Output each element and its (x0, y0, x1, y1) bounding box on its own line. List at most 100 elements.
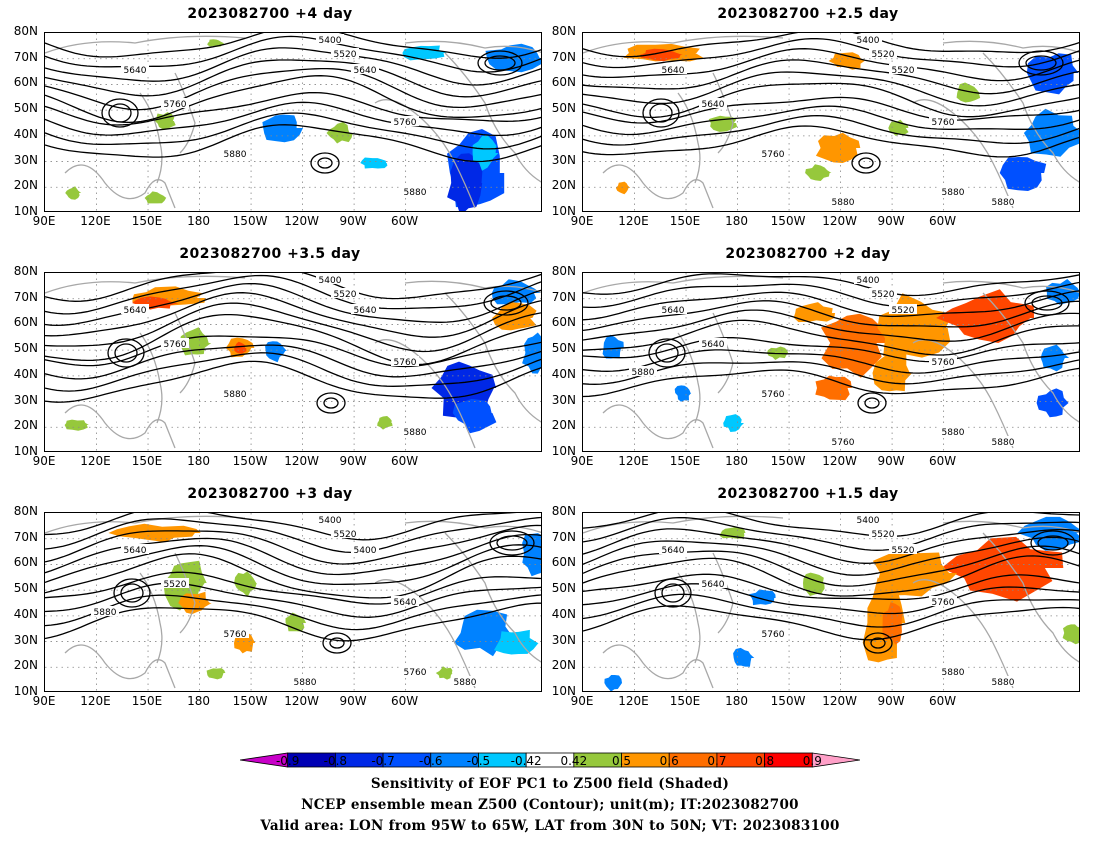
contour-label-bg (391, 596, 419, 606)
lon-tick-label: 120E (618, 694, 649, 708)
closed-contour (316, 392, 346, 414)
sensitivity-shading (1017, 516, 1079, 551)
contour-label: 5520 (872, 530, 895, 540)
lat-tick-label: 70N (551, 529, 576, 544)
contour-label-bg (989, 196, 1017, 206)
lat-tick-label: 60N (13, 315, 38, 330)
contour-label-bg (929, 116, 957, 126)
contour-label: 5640 (702, 580, 725, 590)
z500-contour (583, 125, 1079, 158)
sensitivity-shading (723, 414, 744, 432)
closed-contour (870, 637, 886, 649)
map-svg: 5400 5520 5640 5640 5760 5760 5880 5880 (45, 33, 541, 211)
coastline (602, 164, 714, 209)
contour-label-bg (889, 64, 917, 74)
lat-tick-label: 80N (13, 264, 38, 278)
lat-tick-label: 10N (551, 204, 576, 218)
z500-contour (583, 555, 1079, 597)
contour-label: 5400 (319, 516, 342, 526)
lon-tick-label: 60W (929, 694, 957, 708)
z500-contour (45, 91, 541, 126)
coastline (64, 164, 176, 209)
z500-contour (45, 33, 541, 59)
colorbar-label: 0.42 (560, 754, 588, 768)
lon-tick-label: 150W (232, 454, 268, 468)
lon-tick-label: 120E (80, 214, 111, 228)
closed-contour (113, 578, 151, 608)
lat-tick-label: 40N (13, 606, 38, 621)
coastline (45, 35, 246, 54)
closed-contour (496, 535, 528, 551)
lat-tick-label: 70N (13, 49, 38, 64)
sensitivity-shading (65, 186, 82, 200)
contour-label: 5880 (992, 198, 1015, 208)
lon-tick-label: 120W (822, 454, 857, 468)
contour-label-bg (759, 628, 787, 638)
lon-tick-label: 120W (822, 694, 857, 708)
closed-contour (864, 397, 880, 409)
z500-contour (583, 59, 1079, 95)
lon-tick-label: 90W (339, 214, 367, 228)
contour-label: 5880 (224, 150, 247, 160)
z500-contour (583, 359, 1079, 385)
contour-label: 5640 (662, 306, 685, 316)
contour-label: 5760 (932, 358, 955, 368)
closed-contour (101, 98, 139, 128)
coastline (677, 332, 701, 424)
lon-tick-label: 90E (570, 454, 594, 468)
contour-label-bg (929, 356, 957, 366)
sensitivity-shading (522, 332, 541, 374)
contour-label-bg (451, 676, 479, 686)
closed-contour (863, 632, 893, 654)
lat-tick-label: 40N (551, 606, 576, 621)
z500-contour (583, 319, 1079, 356)
lon-tick-label: 90W (877, 454, 905, 468)
sensitivity-shading (234, 341, 247, 354)
contour-label-bg (331, 288, 359, 298)
lat-tick-label: 10N (13, 204, 38, 218)
lon-tick-label: 60W (391, 454, 419, 468)
coastline (444, 52, 541, 183)
coastline (912, 99, 1014, 209)
colorbar-label: 0.8 (755, 754, 775, 768)
panel-title: 2023082700 +1.5 day (717, 486, 899, 502)
z500-contour (583, 349, 1079, 374)
sensitivity-shading (615, 181, 631, 195)
contour-label: 5880 (942, 428, 965, 438)
contour-label: 5640 (662, 546, 685, 556)
lon-tick-label: 120E (618, 214, 649, 228)
contour-label: 5520 (892, 306, 915, 316)
contour-label-bg (759, 388, 787, 398)
contour-label-bg (221, 148, 249, 158)
lon-tick-label: 180 (725, 694, 748, 708)
coastline (712, 552, 734, 634)
z500-contour (45, 352, 541, 392)
lat-tick-label: 30N (13, 152, 38, 167)
lon-tick-label: 90E (32, 694, 56, 708)
z500-contour (45, 47, 541, 86)
lon-tick-label: 120W (284, 694, 319, 708)
contour-label: 5640 (394, 598, 417, 608)
lat-tick-label: 30N (551, 152, 576, 167)
contour-label: 5880 (992, 438, 1015, 448)
contour-label: 5640 (354, 66, 377, 76)
contour-label-bg (221, 628, 249, 638)
lon-tick-label: 150W (232, 694, 268, 708)
colorbar-label: 0.7 (707, 754, 727, 768)
closed-contour (114, 343, 138, 363)
lon-tick-label: 90W (339, 694, 367, 708)
sensitivity-shading (1036, 388, 1069, 418)
contour-label-bg (939, 426, 967, 436)
lon-tick-label: 120E (80, 454, 111, 468)
lat-tick-label: 10N (13, 684, 38, 698)
z500-contour (583, 536, 1079, 576)
contour-label-bg (699, 578, 727, 588)
sensitivity-shading (179, 327, 212, 356)
z500-contour (583, 273, 1079, 297)
z500-contour (45, 67, 541, 111)
closed-contour (851, 152, 881, 174)
contour-label: 5400 (857, 36, 880, 46)
closed-contour (858, 157, 874, 169)
contour-label-bg (659, 544, 687, 554)
lon-tick-label: 150W (770, 454, 806, 468)
